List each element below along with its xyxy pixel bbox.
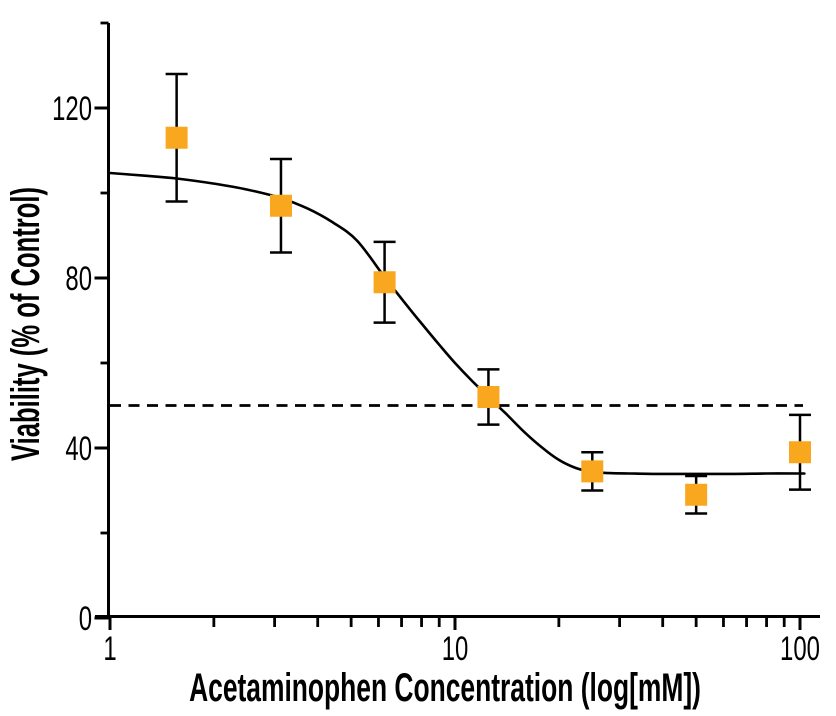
x-axis-title: Acetaminophen Concentration (log[mM]) <box>189 666 701 710</box>
x-tick-label: 100 <box>780 630 820 668</box>
data-point-marker <box>477 386 500 408</box>
fit-curve <box>109 171 806 476</box>
y-tick-label: 120 <box>52 90 92 128</box>
y-tick-label: 80 <box>65 260 92 298</box>
x-tick-label: 1 <box>103 630 116 668</box>
y-axis-title: Viability (% of Control) <box>4 186 48 462</box>
data-point-marker <box>269 194 292 217</box>
data-point-marker <box>373 271 396 294</box>
data-point-marker <box>685 483 708 506</box>
y-tick-label: 40 <box>65 430 92 468</box>
error-bar-layer <box>165 72 811 515</box>
axes-layer <box>94 21 820 630</box>
x-tick-label: 10 <box>442 630 469 668</box>
data-point-marker <box>165 126 188 149</box>
fit-curve-layer <box>109 171 806 476</box>
y-tick-label: 0 <box>79 600 92 638</box>
marker-layer <box>165 126 811 506</box>
data-point-marker <box>789 441 811 464</box>
data-point-marker <box>581 460 604 483</box>
